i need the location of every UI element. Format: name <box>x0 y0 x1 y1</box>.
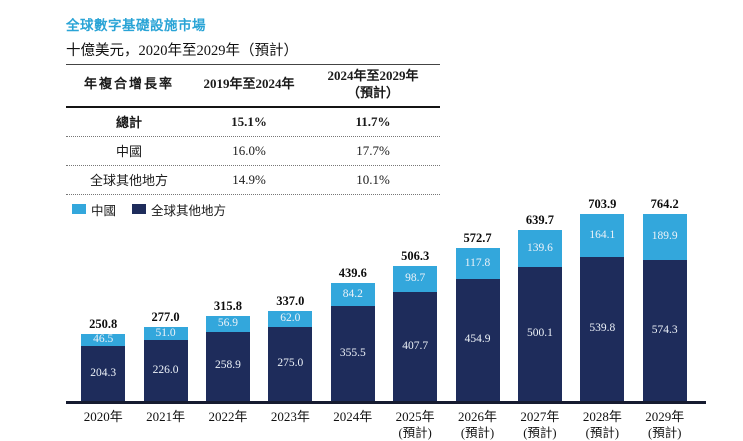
figure-page: 全球數字基礎設施市場 十億美元，2020年至2029年（預計） 年複合增長率 2… <box>66 18 706 440</box>
chart-legend: 中國 全球其他地方 <box>72 200 226 219</box>
x-axis-label: 2026年 (預計) <box>446 404 508 441</box>
bar-total-label: 439.6 <box>338 266 367 281</box>
bar-total-label: 315.8 <box>213 299 243 314</box>
bar-column: 337.0 62.0 275.0 <box>259 197 321 401</box>
bar-segment-rest-of-world: 500.1 <box>517 267 562 401</box>
cagr-header-period2: 2024年至2029年 （預計） <box>306 68 440 102</box>
row-label: 中國 <box>115 144 142 160</box>
bar-segment-china: 62.0 <box>268 310 313 328</box>
x-axis: 2020年 2021年 2022年 2023年 2024年 2025年 (預計) 2026年(… <box>66 400 706 441</box>
x-axis-label: 2020年 <box>72 404 134 441</box>
legend-item-rest-of-world: 全球其他地方 <box>132 200 226 219</box>
bar-column: 572.7 117.8 454.9 <box>446 197 508 401</box>
bar-total-label: 277.0 <box>151 309 180 324</box>
x-axis-label: 2027年 (預計) <box>509 404 571 441</box>
row-value-period2: 11.7% <box>355 113 391 129</box>
legend-label: 中國 <box>91 203 117 218</box>
x-axis-forecast-note: (預計) <box>398 425 432 440</box>
x-axis-year: 2025年 <box>395 408 435 424</box>
bar-total-label: 703.9 <box>588 196 617 211</box>
x-axis-year: 2029年 <box>645 408 685 424</box>
bar-total-label: 639.7 <box>525 213 554 228</box>
row-value-period2: 10.1% <box>356 171 390 187</box>
bar-segment-rest-of-world: 539.8 <box>580 257 625 401</box>
x-axis-label: 2021年 <box>134 404 196 441</box>
x-axis-year: 2027年 <box>520 408 560 424</box>
x-axis-year: 2026年 <box>458 408 498 424</box>
row-value-period2: 17.7% <box>356 142 390 158</box>
x-axis-forecast-note: (預計) <box>585 425 619 440</box>
legend-item-china: 中國 <box>72 200 116 219</box>
bar-segment-china: 56.9 <box>205 316 250 332</box>
x-axis-label: 2028年 (預計) <box>571 404 633 441</box>
bar-total-label: 250.8 <box>89 316 118 331</box>
bar-segment-rest-of-world: 355.5 <box>330 305 375 401</box>
x-axis-forecast-note: (預計) <box>460 425 495 440</box>
cagr-table-header-row: 年複合增長率 2019年至2024年 2024年至2029年 （預計） <box>66 65 440 108</box>
bar-segment-rest-of-world: 454.9 <box>455 279 500 401</box>
rest-of-world-legend-swatch <box>132 204 147 215</box>
bar-segment-china: 139.6 <box>517 230 562 268</box>
bar-total-label: 572.7 <box>463 230 492 245</box>
row-value-period1: 15.1% <box>231 113 267 129</box>
chart-title: 全球數字基礎設施市場 <box>66 18 206 33</box>
cagr-table: 年複合增長率 2019年至2024年 2024年至2029年 （預計） 總計 1… <box>66 64 440 195</box>
x-axis-label: 2024年 <box>322 404 384 441</box>
x-axis-year: 2020年 <box>83 408 123 424</box>
table-row-total: 總計 15.1% 11.7% <box>66 108 440 137</box>
row-value-period1: 14.9% <box>232 171 266 187</box>
bar-segment-rest-of-world: 574.3 <box>642 260 687 401</box>
table-row-china: 中國 16.0% 17.7% <box>66 137 440 166</box>
cagr-header-period1: 2019年至2024年 <box>203 76 295 92</box>
stacked-bar-chart: 中國 全球其他地方 250.8 46.5 204.3 277.0 51.0 226.0 31… <box>66 197 706 441</box>
bar-column: 315.8 56.9 258.9 <box>197 197 259 401</box>
bar-segment-rest-of-world: 226.0 <box>143 340 188 401</box>
bar-total-label: 506.3 <box>401 248 430 263</box>
bar-segment-rest-of-world: 275.0 <box>268 327 313 401</box>
x-axis-label: 2022年 <box>197 404 259 441</box>
cagr-header-period2-line1: 2024年至2029年 <box>327 68 419 83</box>
x-axis-year: 2028年 <box>582 408 622 424</box>
bar-column: 250.8 46.5 204.3 <box>72 197 134 401</box>
x-axis-label: 2025年 (預計) <box>384 404 446 441</box>
bar-segment-rest-of-world: 407.7 <box>393 291 438 401</box>
china-legend-swatch <box>72 204 86 215</box>
bar-segment-rest-of-world: 204.3 <box>81 346 126 401</box>
bar-column: 277.0 51.0 226.0 <box>134 197 196 401</box>
bars-area: 250.8 46.5 204.3 277.0 51.0 226.0 315.8 56.9 258… <box>72 197 696 401</box>
bar-segment-rest-of-world: 258.9 <box>205 331 250 401</box>
legend-label: 全球其他地方 <box>151 203 227 218</box>
cagr-header-period2-line2: （預計） <box>346 84 399 100</box>
x-axis-year: 2021年 <box>146 408 186 424</box>
bar-segment-china: 46.5 <box>81 333 126 347</box>
x-axis-year: 2024年 <box>333 408 373 424</box>
bar-segment-china: 98.7 <box>393 265 438 292</box>
bar-segment-china: 51.0 <box>143 326 188 341</box>
row-label: 全球其他地方 <box>89 173 168 189</box>
bar-segment-china: 164.1 <box>580 213 625 258</box>
bar-total-label: 337.0 <box>276 293 305 308</box>
x-axis-forecast-note: (預計) <box>523 425 557 440</box>
x-axis-label: 2023年 <box>259 404 321 441</box>
bar-total-label: 764.2 <box>650 196 679 211</box>
bar-column: 639.7 139.6 500.1 <box>509 197 571 401</box>
x-axis-forecast-note: (預計) <box>648 425 682 440</box>
table-row-rest-of-world: 全球其他地方 14.9% 10.1% <box>66 166 440 195</box>
bar-column: 703.9 164.1 539.8 <box>571 197 633 401</box>
x-axis-year: 2023年 <box>270 408 310 424</box>
bar-column: 764.2 189.9 574.3 <box>634 197 696 401</box>
bar-column: 439.6 84.2 355.5 <box>322 197 384 401</box>
x-axis-label: 2029年 (預計) <box>634 404 696 441</box>
bar-segment-china: 84.2 <box>330 283 375 306</box>
row-value-period1: 16.0% <box>232 142 266 158</box>
x-axis-year: 2022年 <box>208 408 248 424</box>
bar-segment-china: 117.8 <box>455 247 500 280</box>
bar-column: 506.3 98.7 407.7 <box>384 197 446 401</box>
row-label: 總計 <box>115 115 142 131</box>
bar-segment-china: 189.9 <box>642 213 687 261</box>
chart-subtitle: 十億美元，2020年至2029年（預計） <box>66 43 298 59</box>
cagr-header-metric: 年複合增長率 <box>83 76 174 92</box>
